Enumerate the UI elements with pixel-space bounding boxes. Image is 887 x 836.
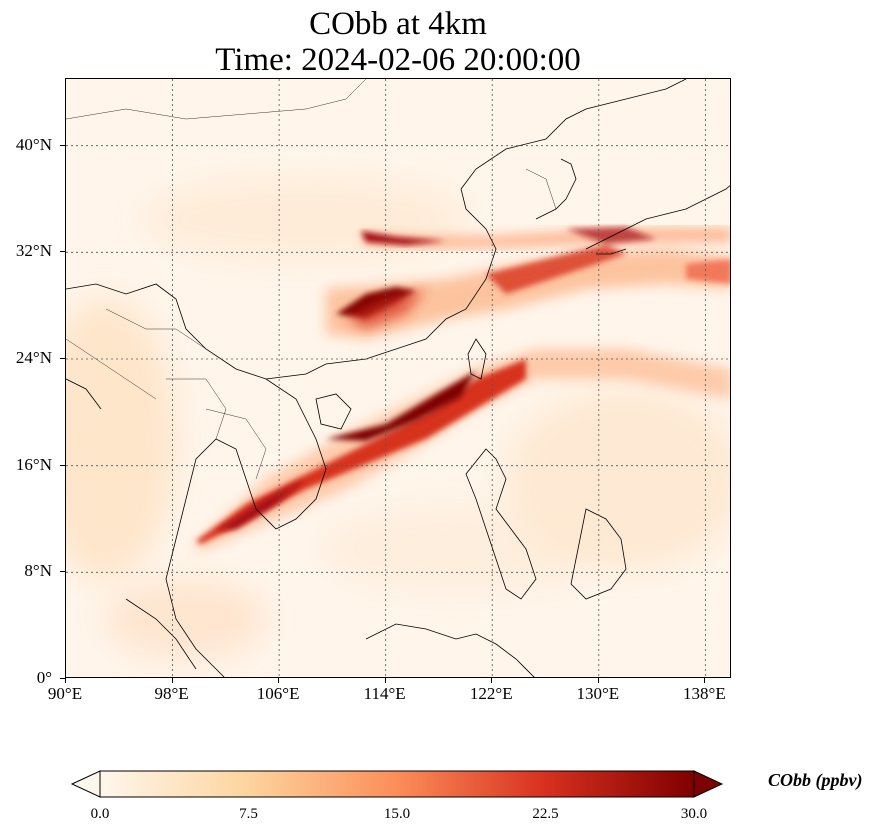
x-tick-label: 130°E xyxy=(576,684,620,703)
x-tick-mark xyxy=(597,678,599,683)
y-tick-mark xyxy=(60,144,65,146)
x-tick-mark xyxy=(65,678,66,683)
x-tick-mark xyxy=(491,678,493,683)
y-tick-mark xyxy=(60,571,65,573)
y-tick-mark xyxy=(60,358,65,359)
colorbar-tick-label: 0.0 xyxy=(90,806,110,822)
x-tick-label: 98°E xyxy=(154,684,189,703)
map-subtitle-time: Time: 2024-02-06 20:00:00 xyxy=(215,42,581,78)
x-tick-label: 122°E xyxy=(469,684,513,703)
y-tick-mark xyxy=(60,678,65,679)
x-tick-mark xyxy=(384,678,386,683)
x-tick-mark xyxy=(278,678,280,683)
y-tick-label: 24°N xyxy=(15,348,52,367)
colorbar-tick-label: 15.0 xyxy=(383,806,411,822)
map-svg xyxy=(66,79,730,677)
map-title: CObb at 4km xyxy=(309,6,487,42)
colorbar-label: CObb (ppbv) xyxy=(768,770,863,790)
x-tick-label: 138°E xyxy=(683,684,726,703)
y-tick-mark xyxy=(60,251,65,253)
colorbar-min-extend xyxy=(70,770,101,798)
colorbar-tick-label: 7.5 xyxy=(239,806,258,822)
background-concentration-field xyxy=(66,179,730,659)
x-tick-mark xyxy=(704,678,706,683)
colorbar-gradient xyxy=(99,770,695,798)
y-tick-label: 16°N xyxy=(15,454,52,474)
coastlines xyxy=(66,79,730,677)
x-tick-mark xyxy=(171,678,173,683)
colorbar-max-extend xyxy=(693,770,724,798)
colorbar-tick-label: 22.5 xyxy=(532,806,559,822)
x-tick-label: 106°E xyxy=(256,684,300,703)
y-tick-label: 40°N xyxy=(15,134,52,154)
y-tick-label: 32°N xyxy=(15,241,52,261)
gridlines xyxy=(66,79,730,677)
country-borders xyxy=(66,79,557,480)
map-plot-area xyxy=(65,78,731,678)
colorbar xyxy=(70,770,724,798)
x-tick-label: 90°E xyxy=(47,684,83,703)
y-tick-label: 8°N xyxy=(24,561,52,581)
x-tick-label: 114°E xyxy=(363,684,406,703)
y-tick-mark xyxy=(60,464,65,466)
y-tick-label: 0° xyxy=(36,668,52,687)
plume-layer xyxy=(191,227,730,549)
colorbar-tick-label: 30.0 xyxy=(680,806,708,822)
